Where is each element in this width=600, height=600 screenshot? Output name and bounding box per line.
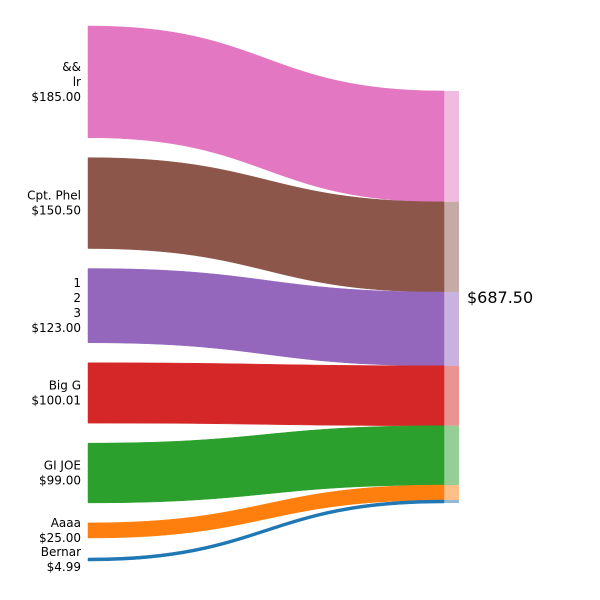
source-label: Cpt. Phel $150.50: [27, 189, 81, 218]
source-label: 1 2 3 $123.00: [31, 276, 81, 335]
source-label-line: $4.99: [47, 560, 81, 574]
target-segment: [444, 500, 459, 503]
source-label-line: $25.00: [39, 531, 81, 545]
source-label: && lr $185.00: [31, 60, 81, 104]
source-label-line: Cpt. Phel: [27, 189, 81, 203]
flow-group: [87, 25, 445, 562]
flow-band: [87, 362, 445, 426]
source-label-line: 3: [73, 306, 81, 320]
source-label-line: Big G: [49, 378, 81, 392]
source-label-line: $100.01: [31, 393, 81, 407]
target-segment: [444, 91, 459, 202]
source-label: GI JOE $99.00: [39, 459, 81, 488]
source-label-line: lr: [73, 75, 81, 89]
source-label: Bernar $4.99: [41, 545, 81, 574]
source-labels: && lr $185.00 Cpt. Phel $150.50 1 2 3 $123.00 Big…: [27, 60, 81, 574]
target-segment: [444, 292, 459, 366]
target-segment: [444, 485, 459, 501]
target-node: [444, 91, 459, 503]
target-total-label: $687.50: [467, 288, 533, 307]
source-label-line: $185.00: [31, 90, 81, 104]
source-label-line: $99.00: [39, 474, 81, 488]
source-label: Big G $100.01: [31, 378, 81, 407]
source-label-line: Aaaa: [51, 516, 81, 530]
source-label-line: GI JOE: [44, 459, 81, 473]
target-segment: [444, 201, 459, 293]
source-label-line: &&: [62, 60, 81, 74]
source-label: Aaaa $25.00: [39, 516, 81, 545]
source-label-line: Bernar: [41, 545, 81, 559]
target-segment: [444, 425, 459, 486]
source-label-line: 1: [73, 276, 81, 290]
source-label-line: 2: [73, 291, 81, 305]
source-label-line: $123.00: [31, 321, 81, 335]
source-label-line: $150.50: [31, 204, 81, 218]
target-segment: [444, 365, 459, 426]
